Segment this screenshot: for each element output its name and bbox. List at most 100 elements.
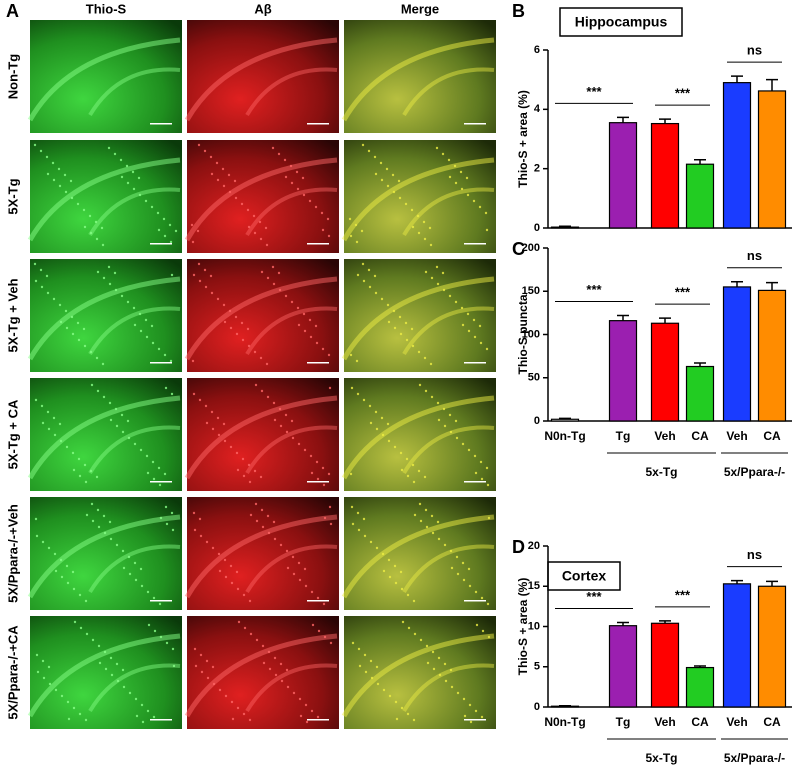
plaque-dot xyxy=(442,288,446,292)
plaque-dot xyxy=(430,395,434,399)
micrograph-image xyxy=(30,20,182,133)
plaque-dot xyxy=(113,271,117,275)
plaque-dot xyxy=(322,483,326,487)
plaque-dot xyxy=(240,202,244,206)
plaque-dot xyxy=(51,161,55,165)
micrograph-image xyxy=(187,378,339,491)
plaque-dot xyxy=(425,644,429,648)
bar xyxy=(757,289,787,422)
plaque-dot xyxy=(455,436,459,440)
micrograph-image xyxy=(187,20,339,133)
plaque-dot xyxy=(450,685,454,689)
plaque-dot xyxy=(356,273,360,277)
plaque-dot xyxy=(46,172,50,176)
plaque-dot xyxy=(374,410,378,414)
plaque-dot xyxy=(460,306,464,310)
plaque-dot xyxy=(486,483,490,487)
scale-bar xyxy=(150,123,172,125)
plaque-dot xyxy=(159,516,163,520)
plaque-dot xyxy=(96,270,100,274)
plaque-dot xyxy=(193,528,197,532)
plaque-dot xyxy=(100,226,104,230)
plaque-dot xyxy=(126,181,130,185)
plaque-dot xyxy=(47,546,51,550)
plaque-dot xyxy=(398,196,402,200)
hippocampus-contour xyxy=(402,187,495,237)
y-tick-label: 10 xyxy=(528,620,540,632)
plaque-dot xyxy=(97,525,101,529)
plaque-dot xyxy=(210,172,214,176)
plaque-dot xyxy=(139,448,143,452)
plaque-dot xyxy=(248,480,252,484)
y-tick-label: 50 xyxy=(528,372,540,384)
plaque-dot xyxy=(190,223,194,227)
plaque-dot xyxy=(64,309,68,313)
micrograph xyxy=(341,259,496,372)
plaque-dot xyxy=(215,161,219,165)
plaque-dot xyxy=(271,146,275,150)
plaque-dot xyxy=(211,546,215,550)
plaque-dot xyxy=(350,505,354,509)
bar xyxy=(550,418,580,422)
scale-bar xyxy=(307,600,329,602)
plaque-dot xyxy=(309,454,313,458)
plaque-dot xyxy=(461,561,465,565)
error-bar xyxy=(766,281,778,291)
plaque-dot xyxy=(348,217,352,221)
plaque-dot xyxy=(203,268,207,272)
plaque-dot xyxy=(54,688,58,692)
plaque-dot xyxy=(290,181,294,185)
plaque-dot xyxy=(108,282,112,286)
plaque-dot xyxy=(303,329,307,333)
plaque-dot xyxy=(217,433,221,437)
plaque-dot xyxy=(34,517,38,521)
micrograph xyxy=(184,140,339,253)
plaque-dot xyxy=(431,650,435,654)
plaque-dot xyxy=(94,220,98,224)
plaque-dot xyxy=(122,566,126,570)
plaque-dot xyxy=(247,463,251,467)
plaque-dot xyxy=(120,175,124,179)
plaque-dot xyxy=(266,395,270,399)
hippocampus-contour xyxy=(88,425,181,475)
panel-letter: A xyxy=(6,1,19,21)
plaque-dot xyxy=(274,673,278,677)
plaque-dot xyxy=(266,514,270,518)
plaque-dot xyxy=(399,451,403,455)
plaque-dot xyxy=(164,505,168,509)
error-bar xyxy=(617,314,629,321)
micrograph xyxy=(27,497,182,610)
micrograph-image xyxy=(30,378,182,491)
plaque-dot xyxy=(233,179,237,183)
plaque-dot xyxy=(128,691,132,695)
group-label: 5x/Ppara-/- xyxy=(724,465,785,479)
plaque-dot xyxy=(392,309,396,313)
plaque-dot xyxy=(369,659,373,663)
group-label: 5x-Tg xyxy=(645,751,677,765)
plaque-dot xyxy=(424,508,428,512)
plaque-dot xyxy=(33,143,37,147)
plaque-dot xyxy=(138,312,142,316)
plaque-dot xyxy=(59,558,63,562)
plaque-dot xyxy=(286,566,290,570)
plaque-dot xyxy=(159,635,163,639)
bar xyxy=(608,320,638,422)
plaque-dot xyxy=(485,347,489,351)
plaque-dot xyxy=(329,641,333,645)
plaque-dot xyxy=(290,419,294,423)
plaque-dot xyxy=(474,471,478,475)
plaque-dot xyxy=(147,623,151,627)
plaque-dot xyxy=(228,190,232,194)
plaque-dot xyxy=(474,709,478,713)
plaque-dot xyxy=(198,398,202,402)
plaque-dot xyxy=(152,477,156,481)
plaque-dot xyxy=(351,522,355,526)
plaque-dot xyxy=(349,234,353,238)
plaque-dot xyxy=(194,664,198,668)
micrograph xyxy=(184,497,339,610)
bar xyxy=(650,322,680,422)
plaque-dot xyxy=(197,262,201,266)
scale-bar xyxy=(307,123,329,125)
plaque-dot xyxy=(83,463,87,467)
